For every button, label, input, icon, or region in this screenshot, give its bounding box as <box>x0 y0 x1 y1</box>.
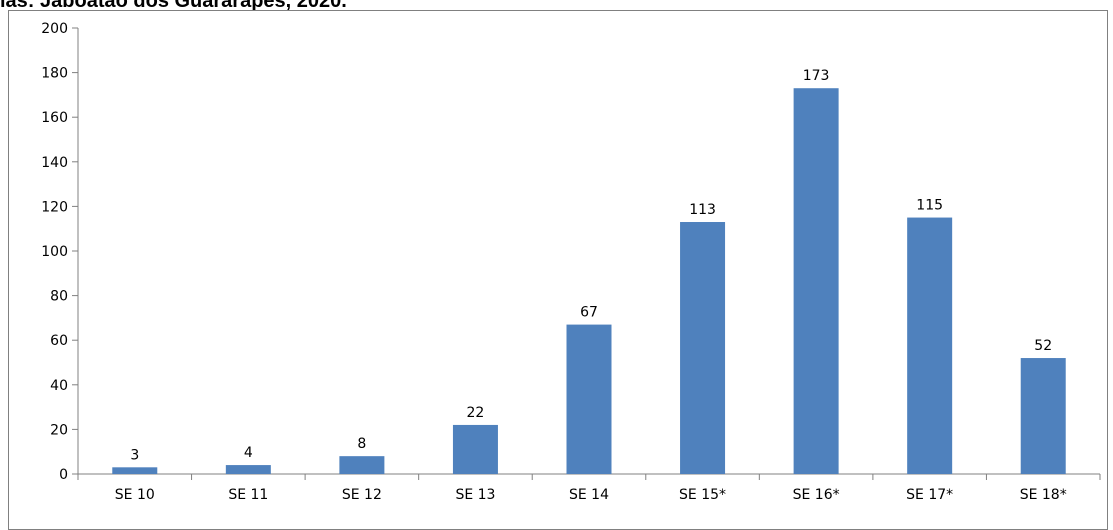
x-axis: SE 10 SE 11 SE 12 SE 13 SE 14 SE 15* SE 16* SE … <box>77 473 1101 503</box>
bar <box>680 222 726 474</box>
bar-value-label: 8 <box>357 436 366 452</box>
x-tick-label: SE 15* <box>679 487 726 503</box>
bar-value-label: 52 <box>1034 338 1052 354</box>
y-tick-label: 120 <box>41 199 68 215</box>
bar <box>1020 358 1066 474</box>
bar-value-label: 22 <box>467 405 485 421</box>
x-tick-label: SE 12 <box>342 487 382 503</box>
x-tick-label: SE 14 <box>569 487 609 503</box>
y-axis: 0 20 40 60 80 100 120 140 160 180 200 <box>41 21 79 483</box>
y-tick-label: 80 <box>50 289 68 305</box>
x-tick-label: SE 17* <box>906 487 953 503</box>
y-tick-label: 0 <box>59 467 68 483</box>
bar-value-label: 115 <box>916 198 943 214</box>
chart-title: ias: Jaboatão dos Guararapes, 2020. <box>0 0 347 12</box>
y-tick-label: 60 <box>50 333 68 349</box>
x-tick-label: SE 18* <box>1020 487 1067 503</box>
bar <box>452 424 498 474</box>
bar-value-label: 173 <box>803 68 830 84</box>
bar <box>339 456 385 474</box>
x-tick-label: SE 16* <box>793 487 840 503</box>
x-tick-label: SE 10 <box>115 487 155 503</box>
bar <box>907 217 953 475</box>
bar-value-label: 113 <box>689 202 716 218</box>
y-tick-label: 140 <box>41 155 68 171</box>
bar-value-label: 67 <box>580 305 598 321</box>
bar <box>793 88 839 475</box>
bar <box>566 324 612 474</box>
y-tick-label: 180 <box>41 66 68 82</box>
bar <box>112 467 158 474</box>
data-labels: 3 4 8 22 67 113 173 115 52 <box>130 68 1052 463</box>
bar <box>225 465 271 474</box>
x-tick-label: SE 11 <box>228 487 268 503</box>
x-tick-label: SE 13 <box>455 487 495 503</box>
bars <box>112 88 1066 475</box>
y-tick-label: 100 <box>41 244 68 260</box>
y-tick-label: 40 <box>50 378 68 394</box>
y-tick-label: 200 <box>41 21 68 37</box>
y-tick-label: 160 <box>41 110 68 126</box>
bar-value-label: 3 <box>130 447 139 463</box>
y-tick-label: 20 <box>50 422 68 438</box>
bar-value-label: 4 <box>244 445 253 461</box>
